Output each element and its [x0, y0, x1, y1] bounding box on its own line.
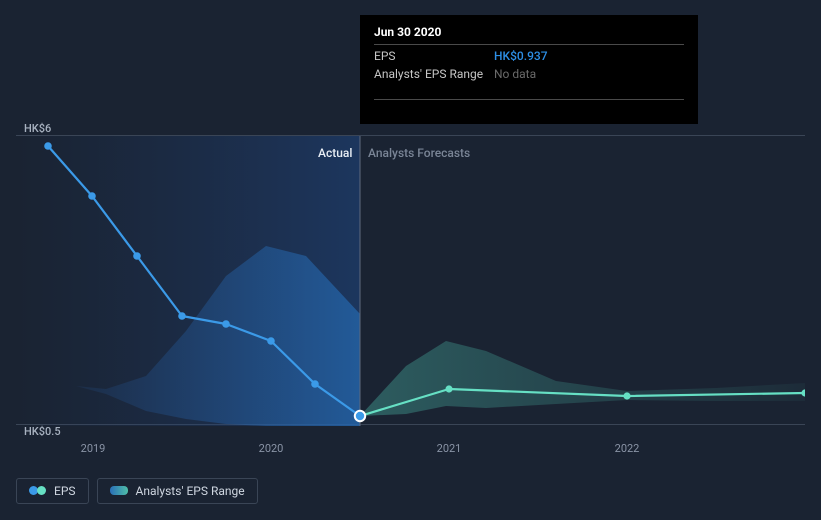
- region-label-forecast: Analysts Forecasts: [368, 146, 470, 160]
- legend-item-eps[interactable]: EPS: [16, 478, 89, 504]
- chart-tooltip: Jun 30 2020 EPS HK$0.937 Analysts' EPS R…: [360, 15, 698, 124]
- legend-swatch-icon: [110, 484, 128, 498]
- plot-area[interactable]: Actual Analysts Forecasts: [16, 135, 805, 425]
- tooltip-key: Analysts' EPS Range: [374, 67, 494, 81]
- tooltip-row-range: Analysts' EPS Range No data: [374, 63, 684, 81]
- tooltip-value: No data: [494, 67, 536, 81]
- y-axis-min-label: HK$0.5: [24, 425, 61, 438]
- x-axis-tick: 2019: [81, 442, 106, 455]
- tooltip-date: Jun 30 2020: [374, 25, 684, 45]
- tooltip-value: HK$0.937: [494, 49, 548, 63]
- eps-chart[interactable]: HK$6 HK$0.5 Actual Analysts Forecasts: [16, 125, 805, 435]
- y-axis-max-label: HK$6: [24, 122, 51, 135]
- x-axis-tick: 2022: [615, 442, 640, 455]
- region-label-actual: Actual: [318, 146, 352, 160]
- x-axis: 2019 2020 2021 2022: [16, 442, 805, 462]
- legend-label: EPS: [54, 484, 76, 498]
- x-axis-tick: 2021: [437, 442, 462, 455]
- legend-item-range[interactable]: Analysts' EPS Range: [97, 478, 258, 504]
- chart-svg: [16, 136, 805, 426]
- legend-swatch-icon: [29, 484, 46, 498]
- x-axis-tick: 2020: [259, 442, 284, 455]
- tooltip-row-eps: EPS HK$0.937: [374, 45, 684, 63]
- chart-legend: EPS Analysts' EPS Range: [16, 478, 258, 504]
- tooltip-key: EPS: [374, 49, 494, 63]
- legend-label: Analysts' EPS Range: [136, 484, 245, 498]
- tooltip-separator: [374, 99, 684, 100]
